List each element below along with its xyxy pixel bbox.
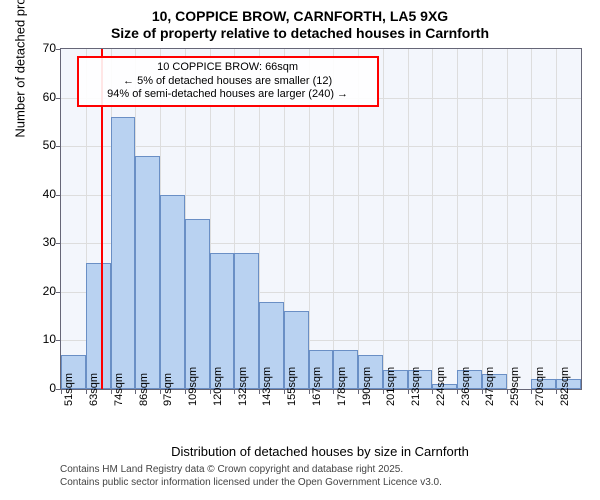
- y-tick-label: 40: [0, 187, 56, 201]
- x-tick-mark: [309, 389, 310, 394]
- y-tick-mark: [56, 292, 61, 293]
- x-tick-mark: [531, 389, 532, 394]
- y-tick-mark: [56, 195, 61, 196]
- grid-line-horizontal: [61, 146, 581, 147]
- y-tick-label: 10: [0, 332, 56, 346]
- annotation-box: 10 COPPICE BROW: 66sqm← 5% of detached h…: [77, 56, 379, 107]
- x-tick-mark: [408, 389, 409, 394]
- y-tick-mark: [56, 49, 61, 50]
- y-tick-mark: [56, 98, 61, 99]
- x-tick-mark: [135, 389, 136, 394]
- y-tick-label: 70: [0, 41, 56, 55]
- grid-line-vertical: [482, 49, 483, 389]
- grid-line-vertical: [531, 49, 532, 389]
- x-tick-mark: [284, 389, 285, 394]
- y-tick-mark: [56, 243, 61, 244]
- x-tick-mark: [160, 389, 161, 394]
- grid-line-vertical: [507, 49, 508, 389]
- y-tick-label: 60: [0, 90, 56, 104]
- grid-line-vertical: [457, 49, 458, 389]
- x-tick-mark: [86, 389, 87, 394]
- y-tick-label: 30: [0, 235, 56, 249]
- x-tick-mark: [259, 389, 260, 394]
- x-tick-mark: [210, 389, 211, 394]
- x-tick-mark: [383, 389, 384, 394]
- x-tick-mark: [507, 389, 508, 394]
- histogram-bar: [185, 219, 210, 389]
- y-tick-label: 0: [0, 381, 56, 395]
- footer-attribution: Contains HM Land Registry data © Crown c…: [60, 464, 442, 489]
- footer-line1: Contains HM Land Registry data © Crown c…: [60, 464, 442, 477]
- y-tick-mark: [56, 146, 61, 147]
- y-tick-mark: [56, 340, 61, 341]
- x-tick-mark: [333, 389, 334, 394]
- chart-title-line1: 10, COPPICE BROW, CARNFORTH, LA5 9XG: [0, 0, 600, 25]
- x-tick-mark: [457, 389, 458, 394]
- histogram-bar: [86, 263, 111, 389]
- x-tick-mark: [482, 389, 483, 394]
- x-tick-mark: [111, 389, 112, 394]
- x-tick-mark: [432, 389, 433, 394]
- x-tick-mark: [234, 389, 235, 394]
- y-tick-label: 20: [0, 284, 56, 298]
- histogram-bar: [160, 195, 185, 389]
- annotation-line1: 10 COPPICE BROW: 66sqm: [85, 61, 371, 75]
- x-tick-mark: [358, 389, 359, 394]
- annotation-line2: ← 5% of detached houses are smaller (12): [85, 75, 371, 89]
- footer-line2: Contains public sector information licen…: [60, 477, 442, 490]
- grid-line-vertical: [432, 49, 433, 389]
- grid-line-vertical: [408, 49, 409, 389]
- y-tick-label: 50: [0, 138, 56, 152]
- x-tick-mark: [185, 389, 186, 394]
- x-tick-mark: [556, 389, 557, 394]
- x-tick-mark: [61, 389, 62, 394]
- x-axis-label: Distribution of detached houses by size …: [60, 444, 580, 459]
- histogram-bar: [135, 156, 160, 389]
- y-axis-label: Number of detached properties: [13, 0, 28, 218]
- grid-line-vertical: [556, 49, 557, 389]
- histogram-bar: [111, 117, 136, 389]
- annotation-line3: 94% of semi-detached houses are larger (…: [85, 88, 371, 102]
- chart-title-line2: Size of property relative to detached ho…: [0, 25, 600, 42]
- chart-plot-area: 10 COPPICE BROW: 66sqm← 5% of detached h…: [60, 48, 582, 390]
- grid-line-vertical: [383, 49, 384, 389]
